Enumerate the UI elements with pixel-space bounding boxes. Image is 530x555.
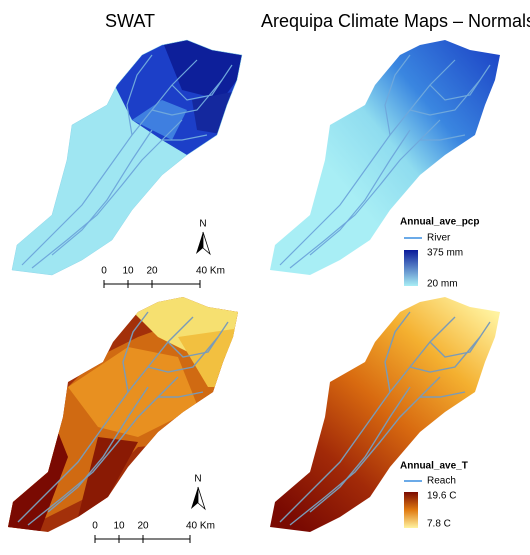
scale-label: 20 bbox=[146, 266, 158, 277]
legend-ramp bbox=[404, 250, 418, 286]
legend-min: 20 mm bbox=[427, 279, 458, 290]
right-title: Arequipa Climate Maps – Normals bbox=[261, 11, 530, 31]
legend-max: 19.6 C bbox=[427, 491, 456, 502]
north-arrow: N bbox=[196, 219, 211, 256]
scale-label: 10 bbox=[122, 266, 134, 277]
legend-min: 7.8 C bbox=[427, 519, 451, 530]
map-swat-pcp bbox=[11, 39, 243, 276]
legend: Annual_ave_pcp River 375 mm 20 mm bbox=[400, 217, 479, 290]
scale-label: 20 bbox=[137, 521, 149, 532]
scale-bar: 0 10 20 40 Km bbox=[101, 266, 225, 288]
legend-line-label: River bbox=[427, 233, 451, 244]
legend-ramp bbox=[404, 492, 418, 528]
scale-label: 40 Km bbox=[186, 521, 215, 532]
scale-label: 40 Km bbox=[196, 266, 225, 277]
map-swat-t bbox=[8, 297, 238, 532]
left-title: SWAT bbox=[105, 11, 155, 31]
scale-label: 10 bbox=[113, 521, 125, 532]
map-normals-pcp bbox=[270, 40, 500, 275]
north-label: N bbox=[194, 474, 201, 485]
legend: Annual_ave_T Reach 19.6 C 7.8 C bbox=[400, 461, 468, 530]
north-label: N bbox=[199, 219, 206, 230]
north-arrow: N bbox=[191, 474, 206, 511]
scale-label: 0 bbox=[101, 266, 107, 277]
legend-title: Annual_ave_T bbox=[400, 461, 468, 472]
map-normals-t bbox=[270, 297, 500, 532]
legend-max: 375 mm bbox=[427, 248, 463, 259]
legend-line-label: Reach bbox=[427, 476, 456, 487]
scale-label: 0 bbox=[92, 521, 98, 532]
legend-title: Annual_ave_pcp bbox=[400, 217, 479, 228]
scale-bar: 0 10 20 40 Km bbox=[92, 521, 215, 543]
